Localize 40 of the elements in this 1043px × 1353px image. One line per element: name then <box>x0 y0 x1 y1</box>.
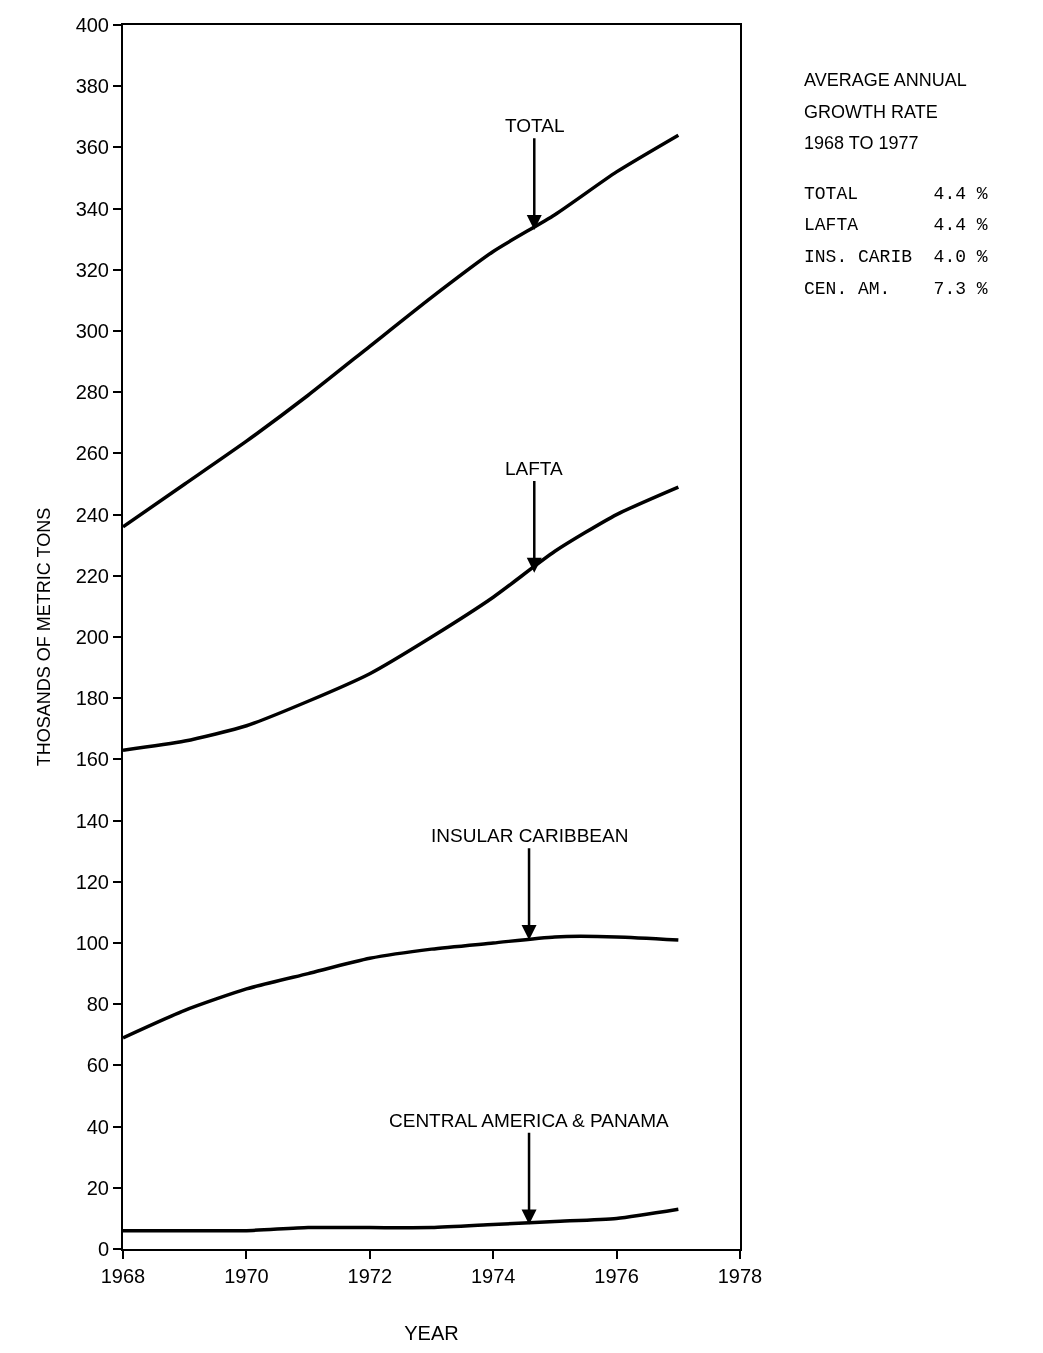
text: INS. CARIB 4.0 % <box>804 247 988 267</box>
x-tick-label: 1972 <box>347 1265 393 1287</box>
text: AVERAGE ANNUAL <box>804 70 967 90</box>
y-tick-label: 240 <box>75 503 109 526</box>
text: 1968 TO 1977 <box>804 133 919 153</box>
text: TOTAL 4.4 % <box>804 184 988 204</box>
y-tick-label: 400 <box>75 14 109 36</box>
y-tick-label: 140 <box>75 809 109 832</box>
y-tick-label: 260 <box>75 442 109 465</box>
y-tick-label: 340 <box>75 197 109 220</box>
x-tick-label: 1968 <box>100 1265 146 1287</box>
y-tick-label: 80 <box>86 993 109 1016</box>
x-tick-label: 1974 <box>470 1265 516 1287</box>
text: LAFTA 4.4 % <box>804 215 988 235</box>
y-tick-label: 60 <box>86 1054 109 1077</box>
y-tick-label: 200 <box>75 626 109 648</box>
annotation: TOTAL <box>505 115 565 136</box>
y-tick-label: 220 <box>75 564 109 587</box>
annotation: INSULAR CARIBBEAN <box>431 825 629 846</box>
x-tick-label: 1970 <box>224 1265 269 1287</box>
y-tick-label: 300 <box>75 320 109 342</box>
x-axis-title: YEAR <box>404 1322 459 1344</box>
text: GROWTH RATE <box>804 102 938 122</box>
y-tick-label: 100 <box>75 932 109 954</box>
y-axis-title: THOSANDS OF METRIC TONS <box>34 507 55 767</box>
x-tick-label: 1976 <box>594 1265 639 1287</box>
y-tick-label: 280 <box>75 381 109 404</box>
y-tick-label: 0 <box>97 1238 109 1260</box>
text: CEN. AM. 7.3 % <box>804 279 988 299</box>
y-tick-label: 40 <box>86 1115 109 1138</box>
y-tick-label: 380 <box>75 75 109 98</box>
y-tick-label: 360 <box>75 136 109 159</box>
annotation: LAFTA <box>505 458 564 479</box>
y-tick-label: 160 <box>75 748 109 771</box>
y-tick-label: 20 <box>86 1176 109 1199</box>
y-tick-label: 180 <box>75 687 109 710</box>
y-tick-label: 320 <box>75 258 109 281</box>
annotation: CENTRAL AMERICA & PANAMA <box>389 1110 670 1131</box>
x-tick-label: 1978 <box>717 1265 763 1287</box>
y-tick-label: 120 <box>75 870 109 893</box>
